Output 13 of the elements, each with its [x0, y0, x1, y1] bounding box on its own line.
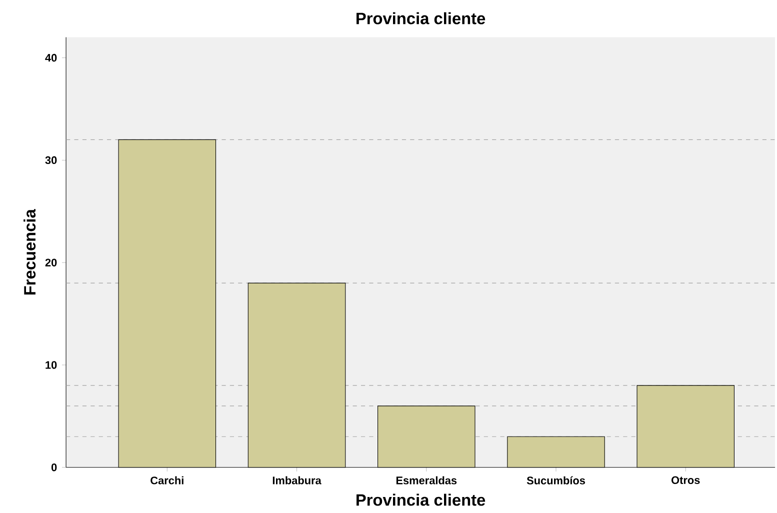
y-tick-label: 20	[45, 258, 57, 266]
x-tick-label: Imbabura	[272, 476, 322, 484]
y-tick-label: 0	[51, 463, 57, 472]
x-axis-title: Provincia cliente	[356, 494, 486, 506]
y-tick-label: 40	[45, 54, 57, 62]
y-tick-label: 10	[46, 361, 57, 369]
x-tick-label: Sucumbíos	[526, 476, 586, 484]
x-tick-label: Otros	[672, 476, 700, 484]
y-tick-label: 30	[45, 156, 57, 164]
x-tick-label: Carchi	[150, 476, 184, 484]
x-tick-label: Esmeraldas	[396, 476, 457, 484]
y-axis-title: Frecuencia	[24, 208, 36, 294]
chart-title: Provincia cliente	[356, 12, 486, 24]
